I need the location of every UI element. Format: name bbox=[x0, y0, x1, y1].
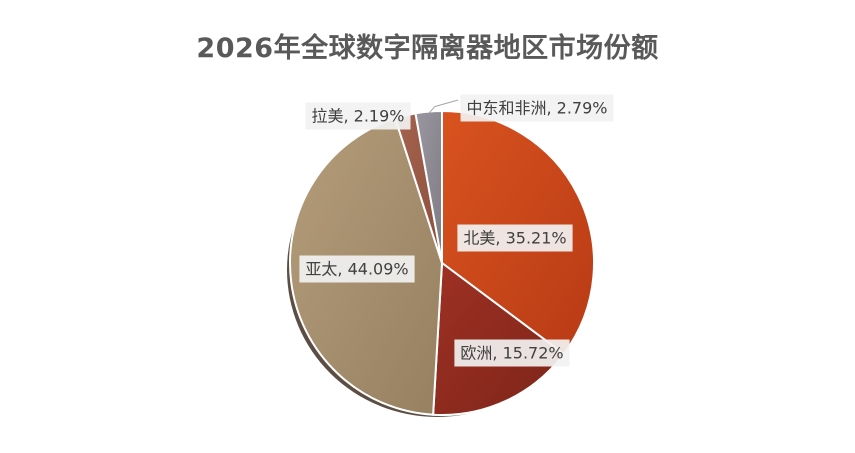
data-label-box-latin-america bbox=[305, 102, 411, 130]
pie-slice-middle-east-africa bbox=[414, 109, 443, 264]
data-label-latin-america: 拉美, 2.19% bbox=[305, 102, 411, 130]
data-label-box-north-america bbox=[457, 224, 573, 252]
data-label-north-america: 北美, 35.21% bbox=[457, 224, 573, 252]
data-label-text-europe: 欧洲, 15.72% bbox=[460, 344, 563, 363]
data-label-text-middle-east-africa: 中东和非洲, 2.79% bbox=[466, 99, 607, 118]
data-label-europe: 欧洲, 15.72% bbox=[454, 339, 570, 367]
data-label-text-north-america: 北美, 35.21% bbox=[463, 229, 566, 248]
data-label-middle-east-africa: 中东和非洲, 2.79% bbox=[460, 94, 614, 122]
pie-labels: 北美, 35.21% 欧洲, 15.72% 亚太, 44.09% 拉美, 2.19% 中… bbox=[299, 94, 614, 367]
data-label-box-asia-pacific bbox=[299, 255, 415, 283]
chart-title: 2026年全球数字隔离器地区市场份额 bbox=[196, 33, 659, 64]
data-label-asia-pacific: 亚太, 44.09% bbox=[299, 255, 415, 283]
leader-line-middle-east-africa bbox=[428, 99, 459, 114]
data-label-box-middle-east-africa bbox=[460, 94, 614, 122]
data-label-text-latin-america: 拉美, 2.19% bbox=[311, 107, 404, 126]
data-label-box-europe bbox=[454, 339, 570, 367]
data-label-text-asia-pacific: 亚太, 44.09% bbox=[305, 260, 408, 279]
